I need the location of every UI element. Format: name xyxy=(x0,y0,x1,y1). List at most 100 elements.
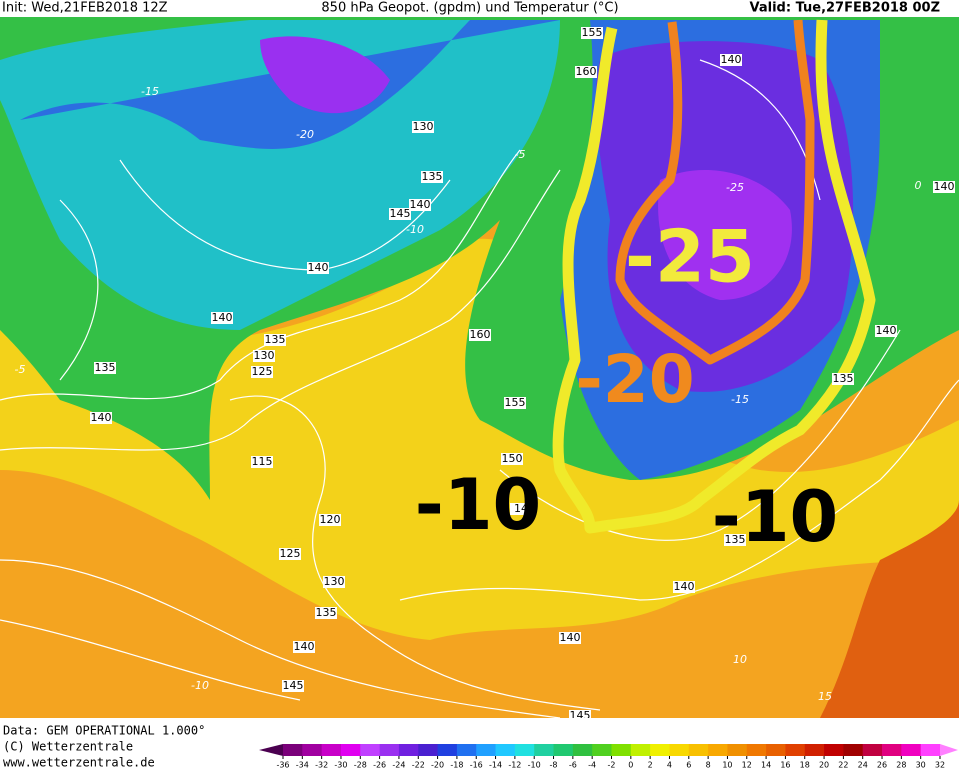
contour-label-box xyxy=(559,632,581,644)
colorbar-box xyxy=(302,744,323,756)
yellow-outline xyxy=(552,19,876,534)
header-bar xyxy=(0,0,959,17)
contour-label-box xyxy=(323,576,345,588)
colorbar-label: 8 xyxy=(706,761,711,770)
colorbar-box xyxy=(746,744,767,756)
colorbar-box xyxy=(611,744,632,756)
colorbar-label: -18 xyxy=(450,761,463,770)
contour-label-box xyxy=(319,514,341,526)
contour-label: 14 xyxy=(514,502,528,515)
valid-text: Valid: Tue,27FEB2018 00Z xyxy=(750,1,941,16)
colorbar-label: 4 xyxy=(667,761,672,770)
contour-label-box xyxy=(251,366,273,378)
contour-label: 140 xyxy=(560,631,581,644)
colorbar-label: -4 xyxy=(588,761,596,770)
contour-label-box xyxy=(510,503,532,515)
contour-label-box xyxy=(253,350,275,362)
colorbar-box xyxy=(862,744,883,756)
colorbar-arrow xyxy=(940,744,958,756)
contour xyxy=(499,329,901,541)
isotherm-label: -25 xyxy=(726,181,744,194)
contour-label-box xyxy=(251,456,273,468)
contour-label-box xyxy=(279,548,301,560)
colorbar-label: -26 xyxy=(373,761,386,770)
contour-label: 135 xyxy=(95,361,116,374)
colorbar-box xyxy=(283,744,303,756)
contour-label: 130 xyxy=(413,120,434,133)
contour-label: 135 xyxy=(833,372,854,385)
contour-label: 135 xyxy=(316,606,337,619)
colorbar-label: -36 xyxy=(276,761,289,770)
contour-label-box xyxy=(315,607,337,619)
colorbar-label: -28 xyxy=(354,761,367,770)
colorbar-label: -20 xyxy=(431,761,444,770)
temperature-field xyxy=(0,16,959,718)
contour-label: 130 xyxy=(254,349,275,362)
contour-label-box xyxy=(211,312,233,324)
contour-label-box xyxy=(673,581,695,593)
colorbar-label: 16 xyxy=(780,761,790,770)
contour-label: 145 xyxy=(390,207,411,220)
contour-label: 160 xyxy=(576,65,597,78)
colorbar-label: 22 xyxy=(838,761,848,770)
colorbar-label: 2 xyxy=(648,761,653,770)
contour-label-box xyxy=(832,373,854,385)
colorbar-arrow xyxy=(259,744,283,756)
colorbar-box xyxy=(688,744,709,756)
colorbar-box xyxy=(476,744,497,756)
contour xyxy=(0,619,301,701)
contour-label-box xyxy=(293,641,315,653)
contour-label-box xyxy=(90,412,112,424)
contour xyxy=(399,379,959,601)
contour-label: 145 xyxy=(283,679,304,692)
colorbar-box xyxy=(804,744,825,756)
contour-label: 140 xyxy=(934,180,955,193)
colorbar-box xyxy=(592,744,612,756)
contour-label: 135 xyxy=(725,533,746,546)
colorbar-label: 24 xyxy=(858,761,868,770)
colorbar-box xyxy=(766,744,786,756)
colorbar-box xyxy=(437,744,458,756)
url: www.wetterzentrale.de xyxy=(3,756,155,770)
colorbar-box xyxy=(920,744,941,756)
contour-label-box xyxy=(501,453,523,465)
isotherm-label: -20 xyxy=(296,128,314,141)
contour-label-box xyxy=(504,397,526,409)
colorbar-box xyxy=(553,744,574,756)
annotation: -20 xyxy=(575,341,694,418)
highlight-outlines xyxy=(552,19,876,534)
colorbar-label: 6 xyxy=(686,761,691,770)
colorbar-label: -6 xyxy=(569,761,577,770)
colorbar-box xyxy=(650,744,670,756)
contour-label: 155 xyxy=(505,396,526,409)
contour-label-box xyxy=(389,208,411,220)
labels: 1551601401301351401451401401601351301251… xyxy=(15,26,955,722)
contour-label: 140 xyxy=(91,411,112,424)
contour-label-box xyxy=(724,534,746,546)
data-source: Data: GEM OPERATIONAL 1.000° xyxy=(3,724,205,738)
contour-label-box xyxy=(575,66,597,78)
colorbar-label: -34 xyxy=(296,761,309,770)
contour-label: 120 xyxy=(320,513,341,526)
contour-label: 135 xyxy=(265,333,286,346)
colorbar-label: 14 xyxy=(761,761,771,770)
colorbar-label: 0 xyxy=(628,761,633,770)
contour xyxy=(0,169,561,451)
colorbar-box xyxy=(630,744,651,756)
colorbar-box xyxy=(495,744,516,756)
colorbar-box xyxy=(456,744,477,756)
contour xyxy=(59,199,99,381)
contour-label-box xyxy=(412,121,434,133)
field-violet-west xyxy=(260,36,390,114)
contour xyxy=(229,395,601,711)
colorbar-box xyxy=(669,744,690,756)
colorbar-label: 20 xyxy=(819,761,829,770)
colorbar-label: -24 xyxy=(392,761,405,770)
map-title: 850 hPa Geopot. (gpdm) und Temperatur (°… xyxy=(321,1,618,16)
colorbar-box xyxy=(785,744,806,756)
colorbar-box xyxy=(321,744,342,756)
colorbar-label: 10 xyxy=(722,761,732,770)
contour-label: 125 xyxy=(252,365,273,378)
